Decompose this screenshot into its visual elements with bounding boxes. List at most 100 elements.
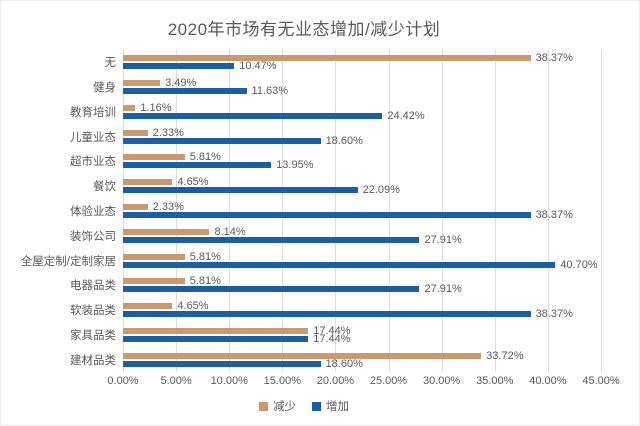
bar-value-label: 10.47% (239, 60, 277, 73)
bar-line-increase: 24.42% (123, 109, 601, 122)
bar-line-decrease: 17.44% (123, 325, 601, 336)
bar-decrease (123, 203, 148, 210)
bar-line-increase: 13.95% (123, 160, 601, 171)
bar-increase (123, 88, 247, 95)
bar-group: 38.37% 10.47% (123, 50, 601, 75)
category-label: 建材品类 (70, 354, 116, 367)
bar-group: 3.49% 11.63% (123, 75, 601, 100)
bar-line-increase: 40.70% (123, 258, 601, 271)
bar-increase (123, 63, 235, 70)
bar-value-label: 38.37% (535, 308, 573, 321)
category-label: 电器品类 (70, 280, 116, 293)
bar-group: 2.33% 38.37% (123, 199, 601, 224)
bar-group: 33.72% 18.60% (123, 347, 601, 372)
bar-value-label: 4.65% (177, 176, 209, 189)
bar-group: 4.65% 38.37% (123, 298, 601, 323)
x-tick-label: 30.00% (423, 375, 461, 387)
bar-line-increase: 18.60% (123, 134, 601, 147)
x-tick-label: 5.00% (160, 375, 192, 387)
bar-value-label: 4.65% (177, 300, 209, 313)
category-label: 软装品类 (70, 305, 116, 318)
gridline (547, 50, 549, 372)
bar-decrease (123, 80, 161, 87)
bar-group: 5.81% 13.95% (123, 149, 601, 174)
bar-decrease (123, 179, 173, 186)
bar-value-label: 22.09% (362, 184, 400, 197)
gridline (123, 50, 124, 372)
bar-value-label: 27.91% (424, 283, 462, 296)
bar-increase (123, 236, 420, 243)
bar-decrease (123, 352, 482, 359)
category-label: 教育培训 (70, 106, 116, 119)
gridline (176, 50, 178, 372)
legend-item-decrease: 减少 (259, 398, 296, 414)
bar-group: 1.16% 24.42% (123, 100, 601, 125)
chart-body: 无健身 教育培训 儿童业态 超市业态 餐饮 体验业态 装饰公司 全屋定制/定制家居 电器品类 软装… (7, 50, 602, 372)
bar-line-decrease: 2.33% (123, 126, 601, 139)
gridline (441, 50, 443, 372)
bar-line-decrease: 1.16% (123, 102, 601, 113)
category-label: 无 (104, 57, 117, 70)
bar-value-label: 18.60% (325, 357, 363, 370)
category-label: 装饰公司 (70, 230, 116, 243)
bar-increase (123, 360, 321, 367)
bar-increase (123, 261, 556, 268)
x-tick-label: 35.00% (476, 375, 514, 387)
legend-swatch-increase (312, 401, 321, 411)
bar-line-increase: 18.60% (123, 357, 601, 370)
x-tick-label: 45.00% (582, 375, 620, 387)
bar-decrease (123, 253, 185, 260)
bar-decrease (123, 104, 136, 111)
bar-line-decrease: 8.14% (123, 225, 601, 238)
bar-group: 8.14% 27.91% (123, 223, 601, 248)
bar-group: 5.81% 27.91% (123, 273, 601, 298)
bar-value-label: 18.60% (325, 134, 363, 147)
bar-line-increase: 17.44% (123, 333, 601, 344)
x-axis: 0.00% 5.00% 10.00% 15.00% 20.00% 25.00% 30.00%… (107, 375, 619, 393)
bar-group: 17.44% 17.44% (123, 322, 601, 347)
bar-line-decrease: 2.33% (123, 200, 601, 213)
legend: 减少 增加 (7, 395, 601, 417)
bar-value-label: 5.81% (189, 275, 221, 288)
bar-value-label: 5.81% (189, 250, 221, 263)
bar-value-label: 2.33% (152, 126, 184, 139)
bar-value-label: 38.37% (535, 208, 573, 221)
bar-increase (123, 335, 309, 342)
plot-area: 38.37% 10.47% 3.49% 11.63% 1.16% 24.42% 2.33% 1… (123, 50, 602, 372)
bar-value-label: 27.91% (424, 233, 462, 246)
bar-decrease (123, 129, 148, 136)
bar-group: 2.33% 18.60% (123, 124, 601, 149)
bar-decrease (123, 327, 309, 334)
bar-line-increase: 27.91% (123, 283, 601, 296)
chart-title: 2020年市场有无业态增加/减少计划 (167, 20, 441, 39)
bar-line-decrease: 5.81% (123, 250, 601, 263)
legend-label: 增加 (326, 401, 349, 413)
gridline (494, 50, 496, 372)
bar-decrease (123, 278, 185, 285)
bar-value-label: 3.49% (165, 77, 197, 90)
bar-value-label: 40.70% (560, 258, 598, 271)
y-axis-category-labels: 无健身 教育培训 儿童业态 超市业态 餐饮 体验业态 装饰公司 全屋定制/定制家居 电器品类 软装… (7, 50, 123, 372)
gridline (388, 50, 390, 372)
category-label: 全屋定制/定制家居 (20, 255, 116, 268)
bar-decrease (123, 303, 173, 310)
legend-label: 减少 (273, 401, 296, 413)
bar-line-decrease: 5.81% (123, 275, 601, 288)
bar-value-label: 2.33% (152, 200, 184, 213)
category-label: 健身 (93, 82, 116, 95)
bar-decrease (123, 154, 185, 161)
bar-decrease (123, 55, 531, 62)
bar-line-increase: 27.91% (123, 233, 601, 246)
bar-decrease (123, 228, 210, 235)
bar-line-decrease: 4.65% (123, 176, 601, 189)
bar-increase (123, 187, 358, 194)
category-label: 体验业态 (70, 205, 116, 218)
gridline (229, 50, 231, 372)
bar-value-label: 8.14% (214, 225, 246, 238)
bar-line-increase: 38.37% (123, 208, 601, 221)
bar-increase (123, 162, 272, 169)
x-tick-label: 20.00% (316, 375, 355, 387)
bar-rows: 38.37% 10.47% 3.49% 11.63% 1.16% 24.42% 2.33% 1… (123, 50, 601, 372)
bar-value-label: 24.42% (387, 109, 425, 122)
x-tick-label: 25.00% (369, 375, 408, 387)
